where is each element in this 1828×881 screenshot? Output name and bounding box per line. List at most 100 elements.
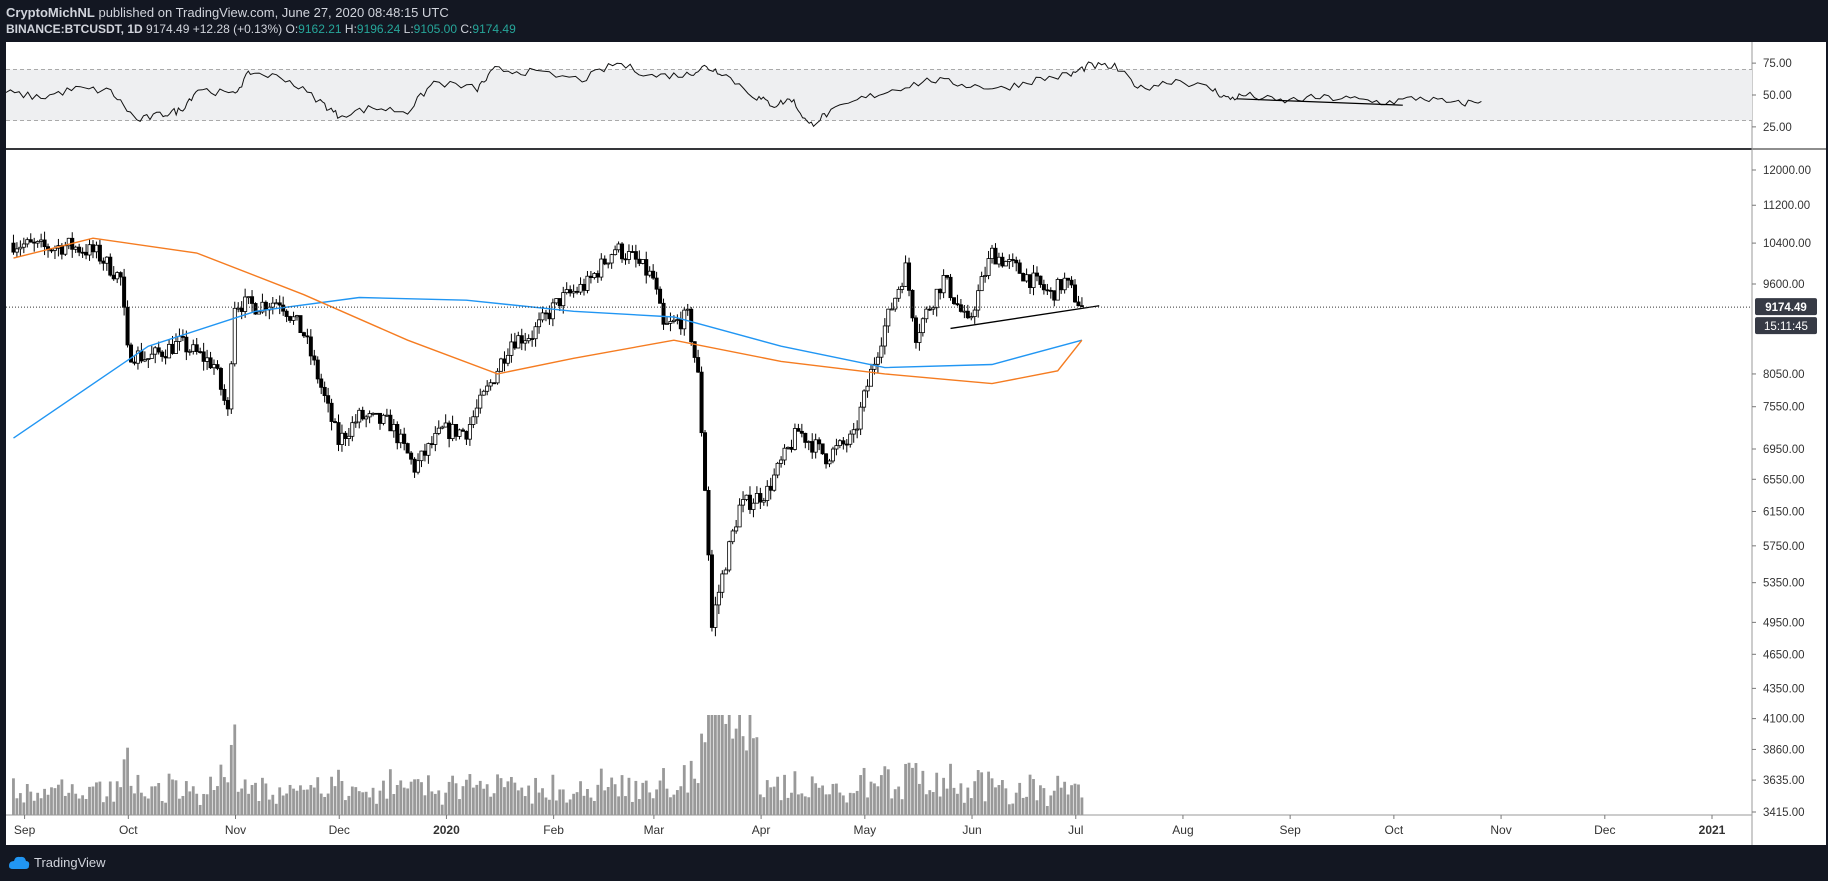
candle-body <box>779 459 784 464</box>
candle-body <box>481 390 486 396</box>
candle-body <box>993 247 998 265</box>
candle-body <box>658 288 663 304</box>
volume-bar <box>516 790 520 815</box>
volume-bar <box>171 779 174 815</box>
candle-body <box>620 243 625 260</box>
y-tick-label: 3415.00 <box>1763 807 1805 819</box>
price-axis-area <box>1752 42 1826 845</box>
volume-bar <box>191 786 195 815</box>
y-tick-label: 10400.00 <box>1763 238 1811 250</box>
candle-body <box>412 458 417 473</box>
y-tick-label: 4950.00 <box>1763 617 1805 629</box>
candle-body <box>1073 284 1078 303</box>
volume-bar <box>1045 806 1049 815</box>
volume-bar <box>451 775 455 815</box>
volume-bar <box>157 783 161 815</box>
close-value: 9174.49 <box>472 22 516 36</box>
volume-bar <box>1018 782 1022 815</box>
symbol-label[interactable]: BINANCE:BTCUSDT, 1D <box>6 22 143 36</box>
chart-canvas[interactable]: Sep Oct Nov Dec 2020 Feb Mar Apr May Jun Jul Aug Sep… <box>0 0 1828 845</box>
volume-bar <box>738 715 742 815</box>
volume-bar <box>624 796 627 815</box>
tradingview-logo-icon[interactable] <box>8 855 30 871</box>
volume-bar <box>164 802 168 815</box>
candle-body <box>153 347 158 355</box>
volume-bar <box>520 787 524 815</box>
volume-bar <box>534 777 537 815</box>
candle-body <box>889 308 894 311</box>
volume-bar <box>305 789 309 815</box>
candle-body <box>239 307 244 312</box>
volume-bar <box>447 781 451 815</box>
candle-body <box>90 244 95 253</box>
candle-body <box>671 319 676 322</box>
volume-bar <box>146 798 150 815</box>
candle-body <box>945 275 950 278</box>
candle-body <box>543 312 548 315</box>
candle-body <box>142 359 147 362</box>
y-tick-label: 11200.00 <box>1763 200 1810 212</box>
x-tick-label: Jun <box>962 823 981 837</box>
candle-body <box>526 338 531 342</box>
volume-bar <box>1070 785 1073 815</box>
candle-body <box>402 433 407 444</box>
volume-bar <box>724 723 728 815</box>
volume-bar <box>793 771 797 815</box>
candle-body <box>709 554 714 628</box>
volume-bar <box>997 785 1001 815</box>
volume-bar <box>499 778 503 815</box>
volume-bar <box>1032 779 1035 815</box>
candle-body <box>862 390 867 408</box>
volume-bar <box>717 715 721 815</box>
candle-body <box>540 312 545 321</box>
x-tick-label: Sep <box>14 823 36 837</box>
candle-body <box>875 356 880 365</box>
y-tick-label: 9600.00 <box>1763 279 1805 291</box>
volume-bar <box>561 789 565 815</box>
volume-bar <box>229 744 233 815</box>
published-text: published on TradingView.com, June 27, 2… <box>98 5 449 20</box>
volume-bar <box>81 795 85 815</box>
candle-body <box>983 275 988 277</box>
y-tick-label: 5350.00 <box>1763 578 1805 590</box>
candle-body <box>1076 301 1081 307</box>
candle-body <box>374 412 379 415</box>
candle-body <box>1055 279 1060 301</box>
volume-bar <box>599 768 603 815</box>
candle-body <box>1014 259 1019 264</box>
volume-bar <box>402 787 406 815</box>
volume-bar <box>133 793 136 815</box>
candle-body <box>39 239 44 242</box>
candle-body <box>1041 284 1046 291</box>
candle-body <box>796 428 801 432</box>
volume-bar <box>935 772 939 815</box>
candle-body <box>761 500 766 503</box>
y-tick-label: 3635.00 <box>1763 775 1805 787</box>
low-value: 9105.00 <box>413 22 458 36</box>
candle-body <box>817 439 822 445</box>
candle-body <box>844 443 849 446</box>
candle-body <box>1052 290 1057 301</box>
y-tick-label: 6150.00 <box>1763 506 1805 518</box>
volume-bar <box>312 787 316 815</box>
volume-bar <box>250 785 254 815</box>
volume-bar <box>1063 781 1067 815</box>
author-name[interactable]: CryptoMichNL <box>6 5 95 20</box>
volume-bar <box>893 789 897 815</box>
brand-label[interactable]: TradingView <box>34 855 106 870</box>
x-tick-label: Nov <box>1490 823 1511 837</box>
y-tick-label: 12000.00 <box>1763 165 1811 177</box>
volume-bar <box>406 788 410 815</box>
candle-body <box>77 246 82 253</box>
candle-body <box>115 272 120 280</box>
x-tick-label: May <box>853 823 876 837</box>
volume-bar <box>395 785 399 815</box>
volume-bar <box>790 792 793 815</box>
volume-bar <box>779 800 783 815</box>
candle-body <box>21 243 26 248</box>
candle-body <box>678 319 683 330</box>
volume-bar <box>1042 788 1046 815</box>
volume-bar <box>879 775 883 815</box>
volume-bar <box>1021 797 1025 815</box>
candle-body <box>965 310 970 319</box>
